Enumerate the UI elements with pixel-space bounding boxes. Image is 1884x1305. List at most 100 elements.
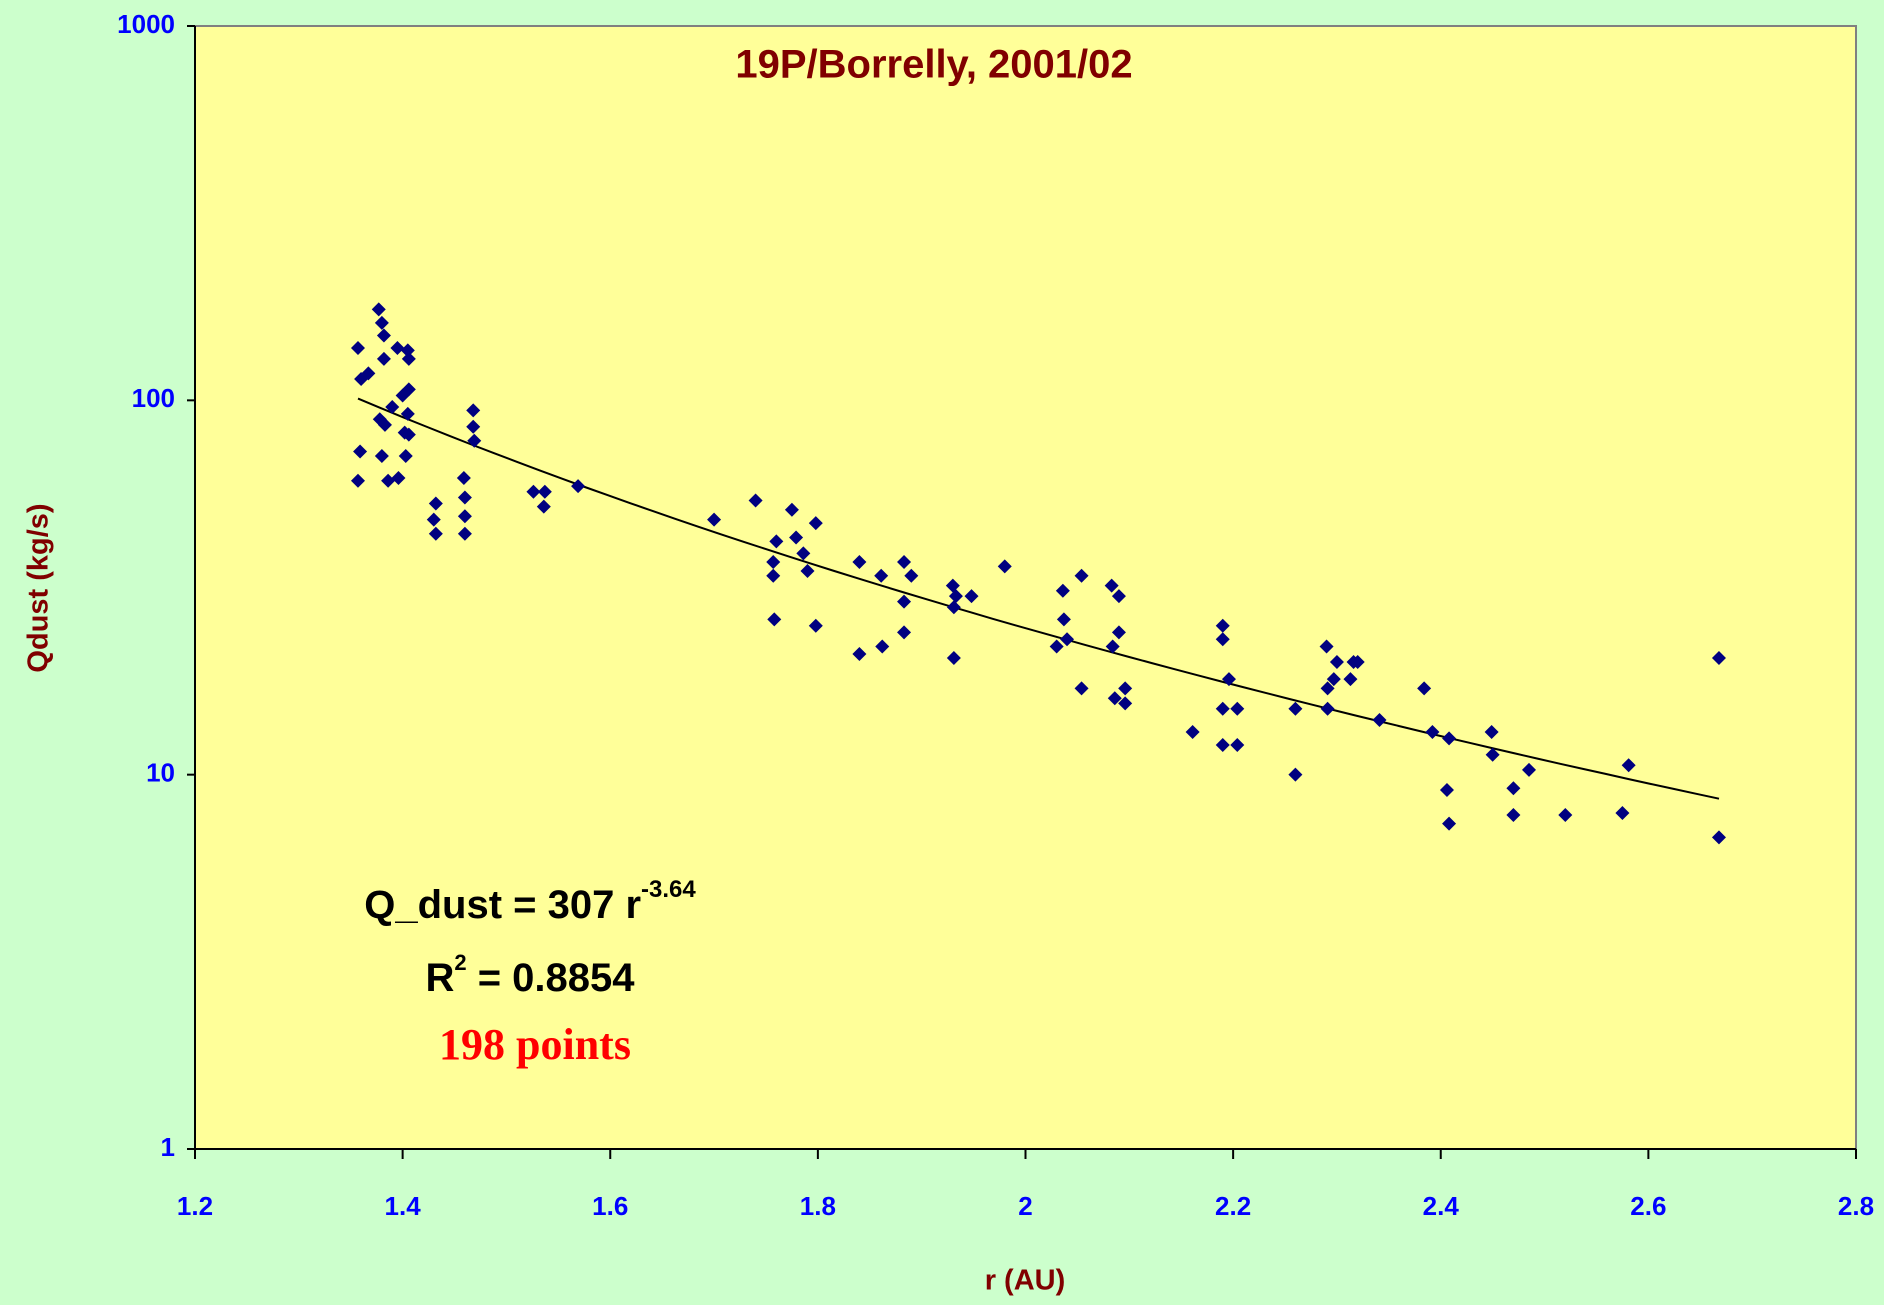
data-point	[376, 328, 391, 343]
y-axis-label: Qdust (kg/s)	[23, 503, 55, 672]
data-point	[997, 559, 1012, 574]
r-squared: R2 = 0.8854	[425, 950, 635, 1000]
data-point	[800, 564, 815, 579]
data-point	[353, 444, 368, 459]
data-point	[1711, 830, 1726, 845]
data-point	[897, 554, 912, 569]
data-point	[400, 406, 415, 421]
data-point	[808, 516, 823, 531]
data-point	[350, 340, 365, 355]
data-point	[948, 589, 963, 604]
data-point	[1230, 701, 1245, 716]
data-point	[1215, 618, 1230, 633]
data-point	[526, 484, 541, 499]
data-point	[767, 612, 782, 627]
point-count: 198 points	[439, 1020, 631, 1069]
data-point	[1372, 712, 1387, 727]
y-tick-label: 1000	[117, 9, 175, 39]
data-point	[1558, 808, 1573, 823]
data-point	[361, 366, 376, 381]
x-tick-label: 2.6	[1630, 1191, 1666, 1221]
data-point	[1288, 701, 1303, 716]
data-point	[904, 568, 919, 583]
data-point	[1621, 758, 1636, 773]
data-point	[769, 534, 784, 549]
x-tick-label: 1.2	[177, 1191, 213, 1221]
fit-exponent: -3.64	[641, 876, 696, 903]
data-point	[1442, 816, 1457, 831]
data-point	[374, 315, 389, 330]
data-point	[428, 526, 443, 541]
data-point	[796, 546, 811, 561]
data-point	[1320, 701, 1335, 716]
data-point	[398, 449, 413, 464]
data-point	[1288, 767, 1303, 782]
data-point	[1056, 612, 1071, 627]
data-point	[1215, 701, 1230, 716]
data-point	[1111, 625, 1126, 640]
data-point	[1350, 654, 1365, 669]
data-point	[1074, 681, 1089, 696]
y-tick-label: 100	[132, 383, 175, 413]
data-point	[385, 399, 400, 414]
data-point	[374, 449, 389, 464]
r-squared-base: R	[425, 956, 454, 1000]
y-tick-label: 1	[161, 1132, 175, 1162]
data-point	[536, 499, 551, 514]
data-point	[1485, 747, 1500, 762]
data-point	[1320, 681, 1335, 696]
data-point	[789, 530, 804, 545]
data-point	[1417, 681, 1432, 696]
chart-title: 19P/Borrelly, 2001/02	[735, 43, 1132, 87]
fit-equation: Q_dust = 307 r-3.64	[364, 876, 696, 926]
data-point	[964, 589, 979, 604]
data-point	[707, 512, 722, 527]
data-point	[1215, 632, 1230, 647]
data-point	[1319, 639, 1334, 654]
y-tick-label: 10	[146, 758, 175, 788]
data-point	[1711, 650, 1726, 665]
data-point	[875, 639, 890, 654]
x-tick-label: 2.2	[1215, 1191, 1251, 1221]
x-tick-label: 1.6	[592, 1191, 628, 1221]
data-point	[1343, 672, 1358, 687]
r-squared-sup: 2	[454, 950, 466, 975]
data-point	[401, 382, 416, 397]
data-point	[401, 351, 416, 366]
data-point	[766, 568, 781, 583]
data-point	[1439, 782, 1454, 797]
data-point	[1118, 681, 1133, 696]
data-point	[1107, 691, 1122, 706]
data-point	[1230, 738, 1245, 753]
data-point	[1506, 808, 1521, 823]
data-point	[946, 600, 961, 615]
trend-line	[357, 397, 1720, 800]
data-point	[426, 512, 441, 527]
data-point	[466, 403, 481, 418]
data-point	[852, 647, 867, 662]
data-point	[808, 618, 823, 633]
x-tick-label: 1.4	[385, 1191, 422, 1221]
x-tick-label: 2.8	[1838, 1191, 1874, 1221]
data-point	[1111, 589, 1126, 604]
data-point	[897, 594, 912, 609]
x-tick-label: 1.8	[800, 1191, 836, 1221]
data-point	[401, 427, 416, 442]
plot-area	[194, 25, 1857, 1150]
x-tick-label: 2	[1018, 1191, 1032, 1221]
data-point	[457, 490, 472, 505]
fit-equation-text: Q_dust = 307 r	[364, 883, 641, 927]
data-point	[467, 433, 482, 448]
data-point	[1442, 731, 1457, 746]
data-point	[1055, 583, 1070, 598]
data-point	[381, 473, 396, 488]
data-point	[466, 419, 481, 434]
data-point	[400, 343, 415, 358]
data-point	[1506, 781, 1521, 796]
data-point	[537, 484, 552, 499]
data-point	[1074, 568, 1089, 583]
data-point	[897, 625, 912, 640]
data-point	[784, 502, 799, 517]
data-point	[874, 568, 889, 583]
